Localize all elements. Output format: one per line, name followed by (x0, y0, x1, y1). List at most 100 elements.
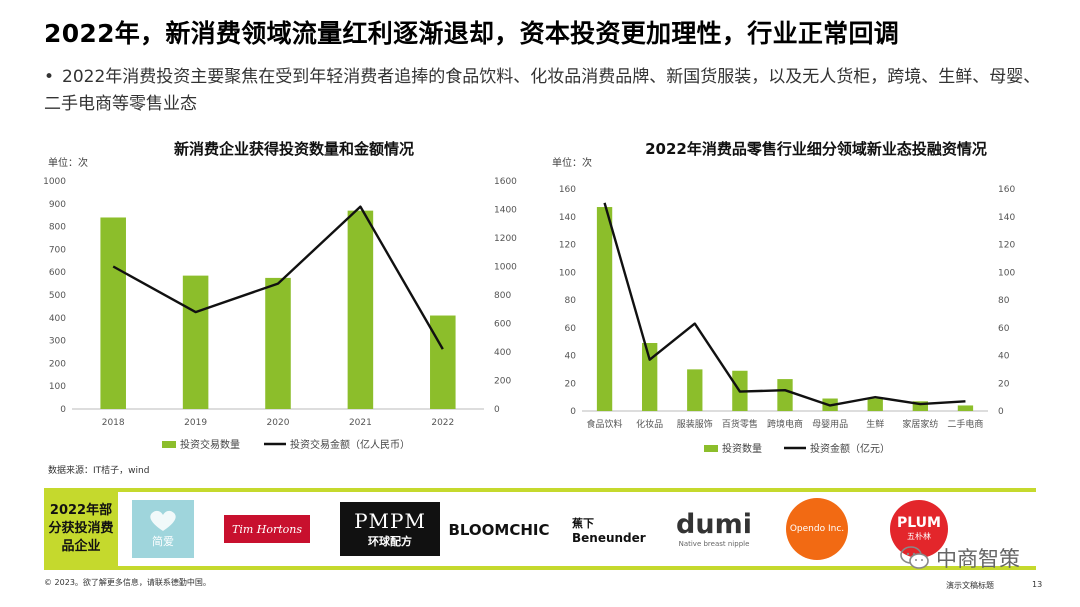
y-left-tick-label: 20 (565, 379, 577, 389)
y-right-tick-label: 80 (998, 296, 1010, 306)
logo-beneunder-subtext: Beneunder (572, 531, 646, 545)
logo-pmpm-subtext: 环球配方 (368, 535, 412, 548)
legend-label-line: 投资金额（亿元） (810, 442, 890, 455)
y-right-tick-label: 40 (998, 352, 1010, 362)
bar (100, 217, 126, 409)
logo-bloomchic-text: BLOOMCHIC (448, 521, 550, 539)
bar (641, 343, 658, 411)
y-right-tick-label: 600 (494, 320, 511, 330)
x-tick-label: 母婴用品 (812, 419, 848, 430)
logo-plum-text: PLUM (897, 515, 941, 531)
x-tick-label: 化妆品 (636, 418, 663, 430)
heart-icon (150, 510, 176, 531)
x-tick-label: 2022 (431, 418, 454, 428)
logo-beneunder-text: 蕉下 (572, 517, 594, 530)
y-left-tick-label: 40 (565, 352, 577, 362)
logo-tim-hortons: Tim Hortons (224, 515, 310, 543)
bar (347, 210, 374, 409)
y-right-tick-label: 100 (998, 268, 1015, 278)
unit-label: 单位：次 (48, 156, 88, 169)
legend-label-bar: 投资数量 (722, 442, 762, 455)
y-right-tick-label: 20 (998, 379, 1010, 389)
y-right-tick-label: 120 (998, 241, 1015, 251)
logo-dumi: dumi Native breast nipple (668, 504, 760, 554)
x-tick-label: 百货零售 (722, 418, 758, 430)
y-right-tick-label: 1600 (494, 177, 517, 187)
legend-label-bar: 投资交易数量 (180, 438, 240, 451)
y-right-tick-label: 200 (494, 377, 511, 387)
y-left-tick-label: 100 (49, 382, 66, 392)
logo-opendo-text: Opendo Inc. (789, 524, 845, 534)
y-left-tick-label: 160 (559, 185, 576, 195)
y-left-tick-label: 0 (570, 407, 576, 417)
legend-swatch-bar (162, 441, 176, 448)
logo-pmpm: PMPM 环球配方 (340, 502, 440, 556)
x-tick-label: 生鲜 (866, 418, 884, 430)
page-number: 13 (1032, 580, 1043, 589)
y-right-tick-label: 60 (998, 324, 1010, 334)
bar (867, 398, 883, 411)
y-right-tick-label: 1200 (494, 234, 517, 244)
bar (265, 277, 291, 409)
y-right-tick-label: 400 (494, 348, 511, 358)
bar (687, 369, 703, 411)
y-left-tick-label: 100 (559, 268, 576, 278)
logo-plum-subtext: 五朴林 (907, 532, 931, 541)
y-left-tick-label: 0 (60, 405, 66, 415)
y-left-tick-label: 300 (49, 337, 66, 347)
footer-copyright: © 2023。欲了解更多信息，请联系德勤中国。 (44, 578, 211, 587)
y-left-tick-label: 80 (565, 296, 577, 306)
y-left-tick-label: 700 (49, 245, 66, 255)
legend-label-line: 投资交易金额（亿人民币） (290, 438, 410, 451)
logo-beneunder: 蕉下 Beneunder (572, 510, 652, 550)
unit-label: 单位：次 (552, 156, 592, 169)
y-right-tick-label: 1000 (494, 263, 517, 273)
x-tick-label: 2019 (184, 418, 207, 428)
x-tick-label: 2021 (349, 418, 372, 428)
x-tick-label: 家居家纺 (902, 418, 938, 430)
y-left-tick-label: 1000 (43, 177, 66, 187)
y-right-tick-label: 160 (998, 185, 1015, 195)
footer-deck-title: 演示文稿标题 (946, 581, 994, 590)
y-left-tick-label: 900 (49, 200, 66, 210)
bar (596, 207, 613, 411)
logo-dumi-subtext: Native breast nipple (678, 540, 750, 548)
bullet-content: 2022年消费投资主要聚焦在受到年轻消费者追捧的食品饮料、化妆品消费品牌、新国货… (44, 67, 1041, 114)
y-left-tick-label: 120 (559, 241, 576, 251)
y-left-tick-label: 200 (49, 359, 66, 369)
x-tick-label: 2018 (102, 418, 125, 428)
logo-tim-hortons-text: Tim Hortons (231, 522, 303, 536)
y-left-tick-label: 140 (559, 213, 576, 223)
y-right-tick-label: 800 (494, 291, 511, 301)
bar (957, 405, 974, 411)
x-tick-label: 食品饮料 (587, 418, 623, 430)
bullet-dot-icon: • (44, 67, 55, 87)
x-tick-label: 二手电商 (947, 418, 983, 430)
logo-opendo: Opendo Inc. (786, 498, 848, 560)
logo-pmpm-text: PMPM (354, 509, 426, 533)
logo-dumi-text: dumi (676, 509, 752, 540)
chart-title: 2022年消费品零售行业细分领域新业态投融资情况 (645, 140, 987, 158)
y-left-tick-label: 400 (49, 314, 66, 324)
y-left-tick-label: 600 (49, 268, 66, 278)
logo-jianai: 简爱 (132, 500, 194, 558)
chart-title: 新消费企业获得投资数量和金额情况 (174, 140, 414, 158)
bullet-text: • 2022年消费投资主要聚焦在受到年轻消费者追捧的食品饮料、化妆品消费品牌、新国… (44, 64, 1054, 118)
bar (182, 275, 209, 409)
series-line (112, 205, 444, 350)
bar (912, 401, 929, 411)
y-right-tick-label: 0 (494, 405, 500, 415)
watermark-text: 中商智策 (936, 547, 1020, 571)
y-right-tick-label: 1400 (494, 206, 517, 216)
logo-jianai-text: 简爱 (152, 535, 174, 548)
legend-swatch-bar (704, 445, 718, 452)
y-right-tick-label: 0 (998, 407, 1004, 417)
page-title: 2022年，新消费领域流量红利逐渐退却，资本投资更加理性，行业正常回调 (44, 19, 900, 48)
x-tick-label: 跨境电商 (767, 418, 803, 430)
y-left-tick-label: 500 (49, 291, 66, 301)
logo-strip: 2022年部分获投消费品企业 简爱 Tim Hortons PMPM 环球配方 … (44, 488, 1036, 570)
logo-strip-label: 2022年部分获投消费品企业 (44, 492, 118, 566)
y-left-tick-label: 60 (565, 324, 577, 334)
